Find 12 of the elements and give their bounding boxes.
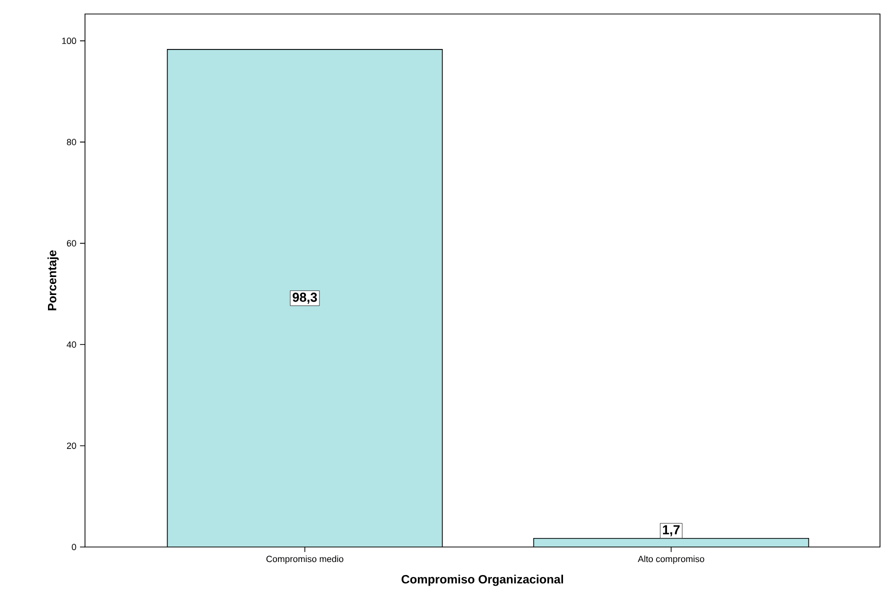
y-tick-label: 100 bbox=[62, 38, 76, 44]
data-label: 1,7 bbox=[662, 525, 680, 536]
y-tick-label: 60 bbox=[66, 240, 76, 246]
y-tick-label: 80 bbox=[66, 138, 76, 146]
y-tick-label: 20 bbox=[66, 442, 76, 449]
x-tick-label: Alto compromiso bbox=[638, 556, 704, 564]
x-tick-label: Compromiso medio bbox=[266, 556, 344, 564]
y-axis-title: Porcentaje bbox=[48, 250, 59, 310]
x-axis-title: Compromiso Organizacional bbox=[402, 574, 564, 586]
y-tick-label: 40 bbox=[66, 341, 76, 348]
data-label: 98,3 bbox=[292, 292, 317, 304]
y-tick-label: 0 bbox=[72, 544, 76, 550]
